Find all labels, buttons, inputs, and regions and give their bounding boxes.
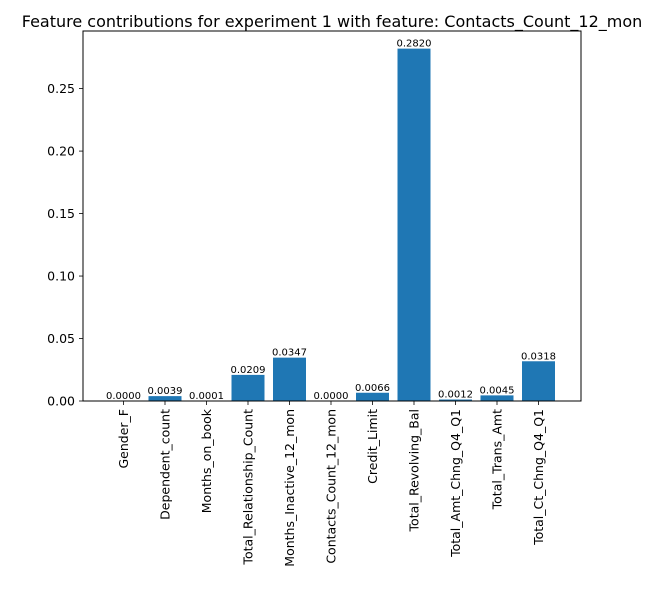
x-tick-label: Credit_Limit [365,409,380,484]
y-tick-label: 0.05 [47,331,75,346]
y-tick-label: 0.15 [47,206,75,221]
x-tick-label: Total_Ct_Chng_Q4_Q1 [531,409,546,546]
y-tick-label: 0.10 [47,269,75,284]
chart-title: Feature contributions for experiment 1 w… [22,12,643,32]
x-tick-label: Months_Inactive_12_mon [282,409,297,567]
x-tick-label: Gender_F [116,409,131,469]
bar [148,396,182,401]
bar-value-label: 0.0045 [480,385,515,396]
bar [356,392,389,401]
bar-value-label: 0.0209 [231,365,266,376]
x-tick-label: Total_Relationship_Count [241,409,256,566]
x-tick-label: Dependent_count [158,409,173,520]
y-tick-label: 0.00 [47,394,75,409]
bar-value-label: 0.0066 [355,383,390,394]
bar-value-label: 0.0000 [106,391,141,402]
bar [439,399,472,401]
x-tick-label: Total_Amt_Chng_Q4_Q1 [448,409,463,558]
bar-value-label: 0.2820 [397,39,432,50]
bar-value-label: 0.0000 [314,391,349,402]
x-tick-label: Months_on_book [199,408,214,513]
bar-value-label: 0.0012 [438,390,473,401]
axes-frame [82,30,582,402]
bar [480,395,514,401]
y-tick-label: 0.25 [47,81,75,96]
plot-area: 0.00 0.05 0.10 0.15 0.20 0.25 0.0000 Gender_F 0.… [47,39,556,567]
bar-value-label: 0.0001 [189,391,224,402]
bar [273,357,306,401]
x-tick-label: Total_Trans_Amt [490,409,505,510]
y-tick-label: 0.20 [47,144,75,159]
bar-value-label: 0.0039 [148,386,183,397]
bar-value-label: 0.0318 [521,351,556,362]
bar [522,361,555,401]
x-tick-label: Total_Revolving_Bal [407,409,422,532]
bar-value-label: 0.0347 [272,348,307,359]
bar [231,374,265,401]
bar [397,48,431,401]
x-tick-label: Contacts_Count_12_mon [324,409,339,564]
